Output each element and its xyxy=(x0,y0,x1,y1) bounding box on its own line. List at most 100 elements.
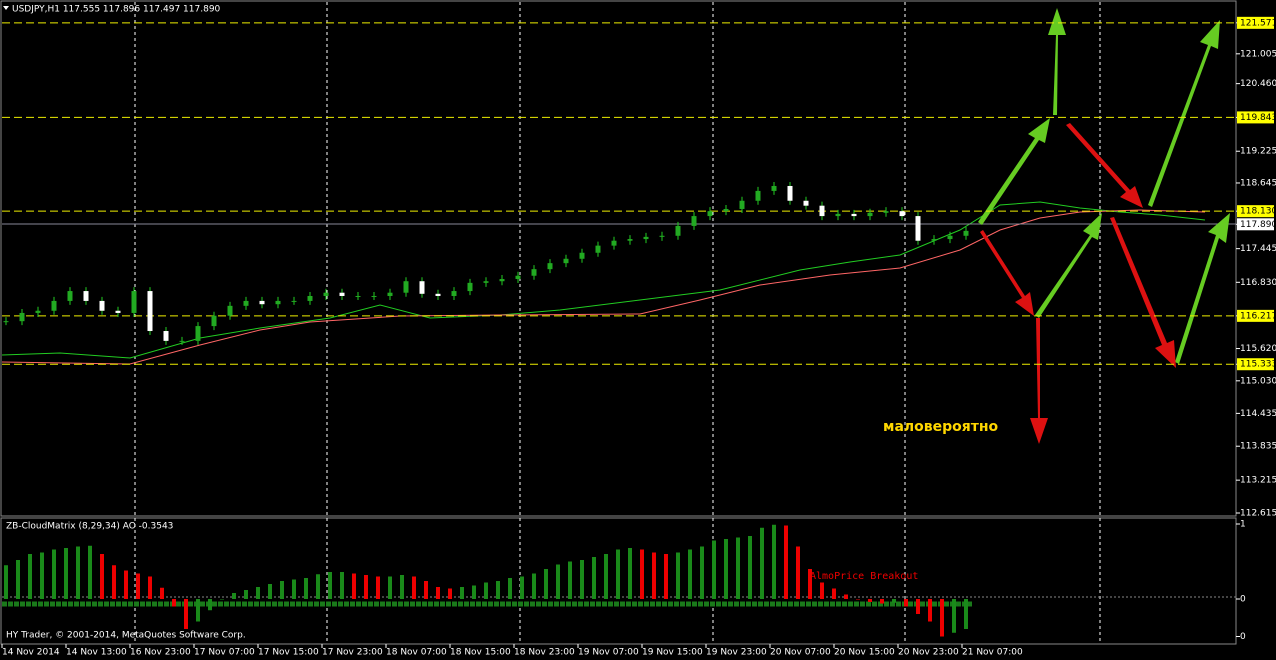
ao-bar xyxy=(952,599,956,633)
ao-bar xyxy=(244,590,248,599)
ao-bar xyxy=(484,582,488,599)
candle xyxy=(3,321,9,323)
candle xyxy=(835,213,841,217)
candle xyxy=(627,239,633,241)
ao-bar xyxy=(412,576,416,599)
ao-bar xyxy=(712,540,716,599)
ao-bar xyxy=(316,574,320,599)
annotation: маловероятно xyxy=(883,419,999,435)
candle xyxy=(291,300,297,302)
time-label: 19 Nov 07:00 xyxy=(578,648,639,658)
candle xyxy=(307,295,313,301)
time-label: 20 Nov 15:00 xyxy=(834,648,895,658)
ao-bar xyxy=(328,572,332,599)
candle xyxy=(867,212,873,217)
ao-bar xyxy=(520,576,524,599)
candle xyxy=(67,291,73,301)
ao-bar xyxy=(628,548,632,599)
ao-bar xyxy=(568,561,572,599)
ao-bar xyxy=(364,575,368,599)
ao-bar xyxy=(964,599,968,629)
current-box xyxy=(1237,218,1274,231)
candle xyxy=(595,245,601,253)
level-box xyxy=(1237,358,1274,371)
candle xyxy=(499,279,505,282)
price-label: 115.333 xyxy=(1240,360,1276,370)
ao-bar xyxy=(436,587,440,599)
ao-bar xyxy=(724,539,728,599)
level-box xyxy=(1237,111,1274,124)
level-box xyxy=(1237,205,1274,218)
candle xyxy=(403,281,409,293)
candle xyxy=(339,292,345,296)
ao-bar xyxy=(460,587,464,599)
time-label: 17 Nov 15:00 xyxy=(258,648,319,658)
price-label: 115.620 xyxy=(1240,344,1276,354)
time-label: 19 Nov 15:00 xyxy=(642,648,703,658)
ao-bar xyxy=(940,599,944,637)
ao-bar xyxy=(664,554,668,599)
ao-bar xyxy=(4,565,8,599)
candle xyxy=(451,291,457,296)
time-label: 20 Nov 23:00 xyxy=(898,648,959,658)
time-label: 17 Nov 07:00 xyxy=(194,648,255,658)
v-grid xyxy=(134,2,1101,644)
price-label: 118.645 xyxy=(1240,178,1276,188)
candle xyxy=(659,235,665,237)
time-label: 14 Nov 2014 xyxy=(2,648,60,658)
candle xyxy=(83,291,89,301)
time-label: 17 Nov 23:00 xyxy=(322,648,383,658)
ao-bar xyxy=(112,565,116,599)
ao-bar xyxy=(292,579,296,599)
candle xyxy=(243,300,249,306)
time-label: 18 Nov 15:00 xyxy=(450,648,511,658)
ao-bar xyxy=(676,552,680,599)
candle xyxy=(771,185,777,191)
ao-bar xyxy=(424,581,428,599)
candle xyxy=(643,236,649,240)
candle xyxy=(371,295,377,297)
time-label: 19 Nov 23:00 xyxy=(706,648,767,658)
candle xyxy=(563,258,569,264)
candle xyxy=(755,190,761,201)
ao-bar xyxy=(40,552,44,599)
ao-bar xyxy=(268,584,272,599)
ao-bar xyxy=(820,582,824,599)
ao-bar xyxy=(892,599,896,603)
candle xyxy=(35,310,41,313)
ao-bar xyxy=(148,576,152,599)
signal-label: AlmoPrice Breakout xyxy=(810,571,918,582)
ao-bar xyxy=(556,564,560,599)
candle xyxy=(611,240,617,246)
candle xyxy=(947,235,953,240)
ao-bar xyxy=(904,599,908,607)
price-label: 113.215 xyxy=(1240,476,1276,486)
ao-bar xyxy=(352,573,356,599)
ao-bar xyxy=(868,599,872,602)
candle xyxy=(691,216,697,226)
arrows xyxy=(978,8,1230,444)
ao-bar xyxy=(208,599,212,611)
candle xyxy=(115,310,121,313)
ao-bar xyxy=(508,578,512,599)
ao-bar xyxy=(532,573,536,599)
ao-bar xyxy=(772,524,776,599)
candle xyxy=(355,295,361,297)
level-box xyxy=(1237,309,1274,322)
ao-bar xyxy=(340,572,344,599)
ao-bar xyxy=(124,570,128,599)
ao-bar xyxy=(688,549,692,599)
main-frame xyxy=(0,0,1237,517)
candle xyxy=(419,281,425,294)
ao-bar xyxy=(652,552,656,599)
cloud-base xyxy=(1,209,1206,365)
ao-bar xyxy=(256,587,260,599)
ao-bar xyxy=(748,536,752,599)
price-label: 121.571 xyxy=(1240,18,1276,28)
price-label: 117.890 xyxy=(1240,220,1276,230)
time-label: 21 Nov 07:00 xyxy=(962,648,1023,658)
candle xyxy=(387,292,393,296)
ao-bar xyxy=(796,546,800,599)
ao-bar xyxy=(832,588,836,599)
ao-bar xyxy=(496,581,500,599)
